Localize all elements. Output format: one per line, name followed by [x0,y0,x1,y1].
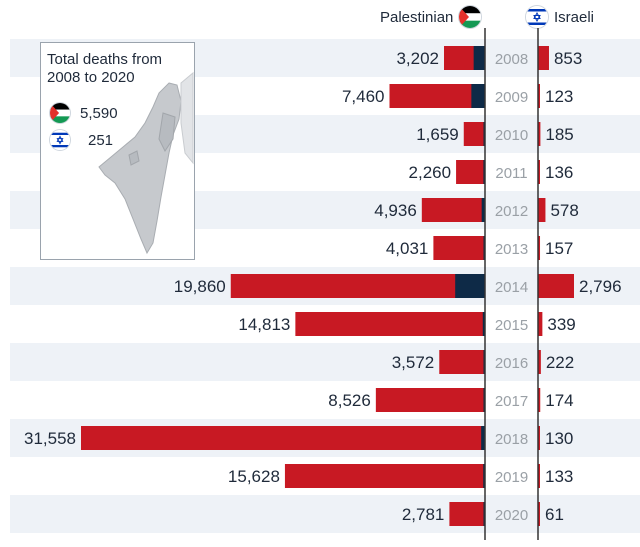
palestinian-value-label: 8,526 [328,391,371,410]
year-tick-label: 2018 [495,431,528,448]
year-tick-label: 2010 [495,127,528,144]
year-tick-label: 2011 [495,165,527,182]
year-tick-label: 2012 [495,203,528,220]
inset-palestinian-total: 5,590 [80,104,118,122]
israeli-header: Israeli [526,6,594,28]
year-tick-label: 2020 [495,507,528,524]
palestinian-value-label: 2,260 [409,163,452,182]
palestinian-value-label: 14,813 [238,315,290,334]
israel-flag-icon [50,130,70,150]
year-tick-label: 2009 [495,89,528,106]
palestinian-dark-segment [482,312,485,336]
israeli-value-label: 185 [545,125,573,144]
palestinian-bar [389,84,485,108]
palestinian-bar [81,426,485,450]
year-tick-label: 2008 [495,51,528,68]
palestinian-bar [230,274,485,298]
inset-palestinian-row: 5,590 [50,103,118,123]
israeli-value-label: 157 [545,239,573,258]
palestinian-dark-segment [471,84,485,108]
palestinian-dark-segment [455,274,485,298]
palestinian-dark-segment [481,198,485,222]
palestinian-value-label: 7,460 [342,87,385,106]
palestinian-bar [463,122,485,146]
row-stripe [10,343,640,381]
israeli-value-label: 339 [547,315,575,334]
totals-inset: Total deaths from 2008 to 2020 5,590 251 [40,42,195,260]
year-tick-label: 2017 [495,393,528,410]
israeli-bar [538,502,540,526]
row-stripe [10,495,640,533]
palestinian-bar [421,198,485,222]
palestine-flag-icon [50,103,70,123]
palestinian-bar [433,236,485,260]
year-tick-label: 2014 [495,279,528,296]
inset-title: Total deaths from 2008 to 2020 [47,51,193,87]
year-tick-label: 2015 [495,317,528,334]
palestinian-dark-segment [483,160,485,184]
israeli-bar [538,350,541,374]
israeli-value-label: 578 [550,201,578,220]
israeli-value-label: 133 [545,467,573,486]
palestinian-value-label: 19,860 [174,277,226,296]
israeli-bar [538,198,546,222]
palestinian-dark-segment [473,46,485,70]
israeli-header-label: Israeli [554,8,595,26]
palestinian-value-label: 3,572 [392,353,435,372]
palestinian-bar [284,464,485,488]
palestinian-bar [449,502,485,526]
palestinian-bar [375,388,485,412]
palestinian-bar [295,312,485,336]
israeli-bar [538,274,574,298]
israeli-bar [538,122,541,146]
israeli-bar [538,426,540,450]
israeli-bar [538,236,541,260]
palestine-flag-icon [459,6,482,28]
israeli-value-label: 853 [554,49,582,68]
palestinian-header: Palestinian [380,6,482,28]
palestinian-bar [439,350,485,374]
palestinian-dark-segment [481,426,485,450]
inset-israeli-row: 251 [50,130,113,150]
year-tick-label: 2013 [495,241,528,258]
israeli-value-label: 61 [545,505,564,524]
israel-palestine-map-icon [98,71,194,255]
palestinian-value-label: 4,031 [386,239,429,258]
israeli-bar [538,160,540,184]
palestinian-value-label: 1,659 [416,125,459,144]
israeli-value-label: 136 [545,163,573,182]
israeli-value-label: 174 [545,391,573,410]
israeli-bar [538,312,543,336]
palestinian-value-label: 31,558 [24,429,76,448]
year-tick-label: 2019 [495,469,528,486]
palestinian-value-label: 4,936 [374,201,417,220]
israel-flag-icon [526,6,548,28]
israeli-value-label: 130 [545,429,573,448]
palestinian-bar [456,160,485,184]
inset-israeli-total: 251 [88,131,114,149]
israeli-value-label: 222 [546,353,574,372]
israeli-bar [538,464,540,488]
palestinian-value-label: 2,781 [402,505,445,524]
palestinian-value-label: 3,202 [396,49,439,68]
israeli-value-label: 2,796 [579,277,622,296]
israeli-bar [538,388,541,412]
israeli-bar [538,46,549,70]
inset-title-line1: Total deaths from [47,51,163,68]
year-tick-label: 2016 [495,355,528,372]
palestinian-dark-segment [483,464,485,488]
inset-title-line2: 2008 to 2020 [47,69,135,86]
palestinian-header-label: Palestinian [380,8,454,26]
israeli-value-label: 123 [545,87,573,106]
palestinian-value-label: 15,628 [228,467,280,486]
israeli-bar [538,84,540,108]
